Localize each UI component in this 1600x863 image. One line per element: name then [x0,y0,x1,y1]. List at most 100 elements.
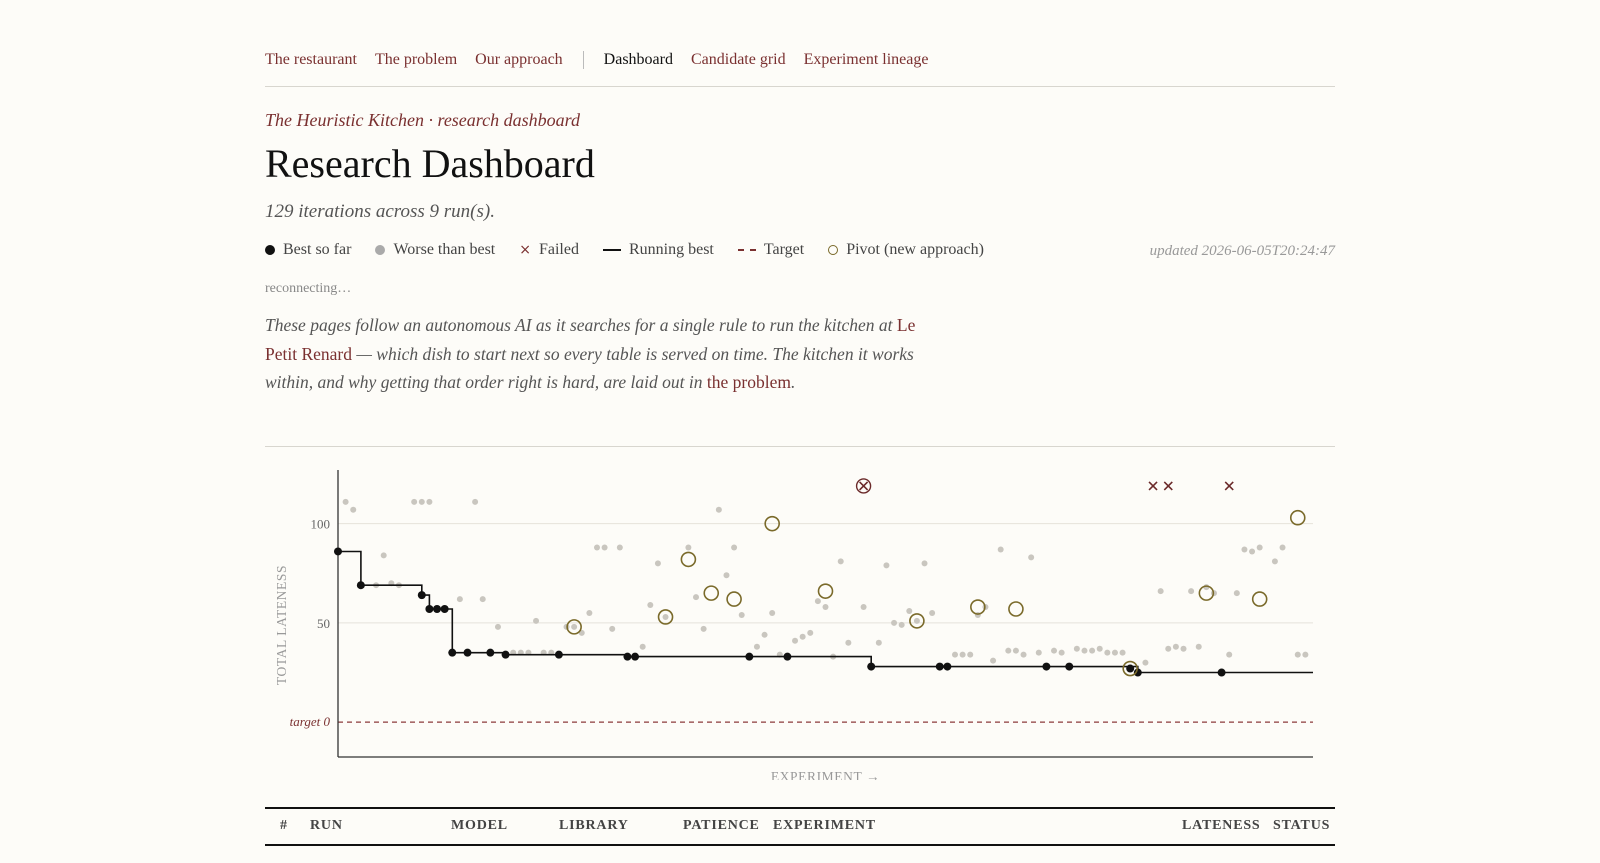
nav-link-approach[interactable]: Our approach [475,51,563,68]
worse-point-97 [1302,651,1309,658]
worse-point-25 [609,625,616,632]
worse-point-31 [685,544,692,551]
legend-item-best: Best so far [265,241,351,259]
worse-point-51 [875,639,882,646]
worse-point-1 [350,506,357,513]
worse-point-69 [1028,554,1035,561]
worse-point-91 [1241,546,1248,553]
col-header-patience[interactable]: PATIENCE [683,818,760,833]
pivot-ring-11 [1198,585,1215,601]
best-point-0 [334,547,342,556]
worse-point-26 [616,544,623,551]
lateness-chart: 50 100 target 0 EXPERIMENT → TOTAL LATENESS [274,470,1313,780]
legend-item-worse: Worse than best [375,241,495,259]
intro-paragraph: These pages follow an autonomous AI as i… [265,311,935,397]
nav-link-restaurant[interactable]: The restaurant [265,51,357,68]
worse-point-73 [1073,645,1080,652]
worse-point-20 [571,623,578,630]
worse-point-92 [1249,548,1256,555]
worse-point-29 [654,560,661,567]
best-point-7 [463,648,472,657]
pivot-ring-3 [703,585,720,601]
col-header-run[interactable]: RUN [310,818,343,833]
worse-point-74 [1081,647,1088,654]
legend-label-running: Running best [628,241,714,258]
worse-point-48 [837,558,844,565]
worse-point-40 [769,609,776,616]
col-header-status[interactable]: STATUS [1273,818,1331,833]
worse-point-82 [1165,645,1172,652]
best-point-11 [623,652,632,661]
legend-item-target: Target [737,241,804,259]
legend-item-failed: × Failed [519,241,579,259]
pivot-markers [566,509,1306,677]
restaurant-link[interactable]: Le Petit Renard [265,315,916,364]
nav-link-experiment-lineage[interactable]: Experiment lineage [803,51,929,68]
worse-point-0 [342,498,349,505]
worse-point-35 [723,572,730,579]
y-axis-label: TOTAL LATENESS [274,565,289,685]
worse-point-94 [1271,558,1278,565]
worse-point-52 [883,562,890,569]
best-point-9 [501,650,510,659]
worse-point-49 [845,639,852,646]
col-header-experiment[interactable]: EXPERIMENT [773,818,876,833]
table-header-bottom-rule [265,844,1335,846]
worse-point-57 [921,560,928,567]
nav-divider [265,86,1335,87]
worse-point-36 [731,544,738,551]
grid-lines [338,523,1313,624]
worse-point-34 [715,506,722,513]
worse-points [342,498,1309,666]
running-line-icon [602,249,621,251]
pivot-ring-1 [657,609,674,625]
x-axis-label: EXPERIMENT → [771,769,880,780]
intro-text-3: . [790,372,796,392]
top-nav: The restaurant The problem Our approach … [265,48,946,72]
worse-point-89 [1226,651,1233,658]
failed-marker-3 [1224,481,1234,491]
worse-point-86 [1195,643,1202,650]
worse-point-77 [1104,649,1111,656]
worse-point-84 [1180,645,1187,652]
worse-point-58 [929,609,936,616]
best-point-14 [783,652,792,661]
col-header-lateness[interactable]: LATENESS [1182,818,1261,833]
best-point-4 [433,605,442,614]
best-point-8 [486,648,495,657]
best-point-18 [1042,662,1051,671]
col-header-library[interactable]: LIBRARY [559,818,629,833]
worse-point-95 [1279,544,1286,551]
worse-point-30 [662,613,669,620]
nav-link-dashboard[interactable]: Dashboard [603,51,673,68]
worse-point-8 [426,498,433,505]
worse-point-90 [1233,590,1240,597]
page-kicker: The Heuristic Kitchen · research dashboa… [265,110,580,130]
problem-link[interactable]: the problem [706,372,791,392]
worse-point-68 [1020,651,1027,658]
col-header-index[interactable]: # [280,818,288,833]
worse-point-42 [792,637,799,644]
worse-point-38 [753,643,760,650]
worse-point-55 [906,607,913,614]
worse-point-11 [479,596,486,603]
best-point-21 [1133,668,1142,677]
nav-link-candidate-grid[interactable]: Candidate grid [690,51,786,68]
intro-text-1: These pages follow an autonomous AI as i… [265,315,897,335]
chart-axes [337,470,1313,758]
col-header-model[interactable]: MODEL [451,818,508,833]
legend-label-worse: Worse than best [393,241,496,258]
best-point-6 [448,648,457,657]
pivot-ring-12 [1251,591,1268,607]
page-subtitle: 129 iterations across 9 run(s). [265,201,495,222]
best-points [334,547,1226,677]
best-point-20 [1126,664,1135,673]
axis-labels: 50 100 target 0 EXPERIMENT → TOTAL LATENESS [274,517,880,780]
worse-point-70 [1035,649,1042,656]
target-dash-icon [737,249,756,251]
nav-link-problem[interactable]: The problem [374,51,458,68]
page-title: Research Dashboard [265,141,595,186]
pivot-ring-9 [1008,601,1024,617]
best-point-19 [1065,662,1074,671]
worse-point-76 [1096,645,1103,652]
